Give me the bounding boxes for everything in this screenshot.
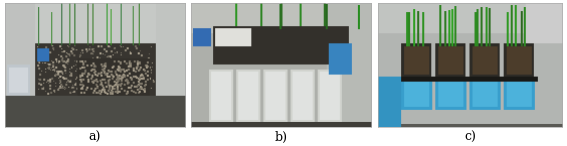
Text: a): a) (88, 131, 101, 144)
Text: c): c) (464, 131, 476, 144)
Text: b): b) (275, 131, 287, 144)
